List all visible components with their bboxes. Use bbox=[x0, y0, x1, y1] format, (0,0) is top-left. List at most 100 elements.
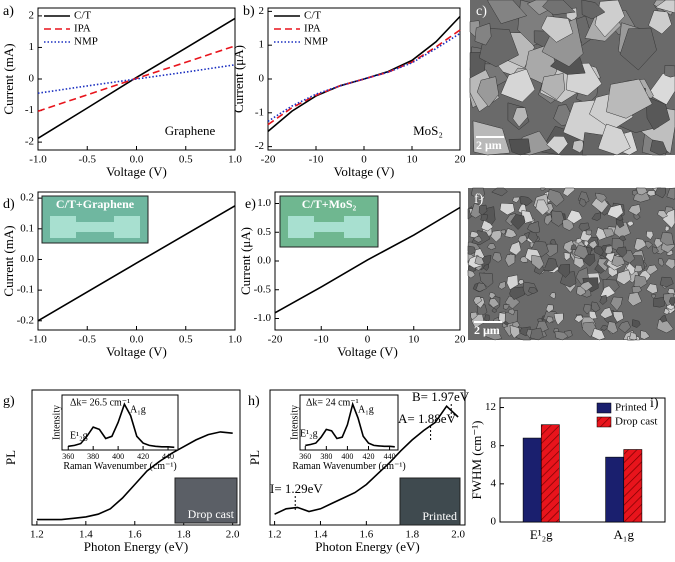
data-line bbox=[274, 206, 461, 314]
x-tick-label: 0 bbox=[361, 153, 367, 165]
sem-grain bbox=[590, 301, 601, 313]
x-axis-title: Photon Energy (eV) bbox=[84, 539, 188, 554]
x-tick-label: 1.6 bbox=[128, 528, 142, 540]
legend-label: Drop cast bbox=[615, 416, 657, 428]
inset-bg bbox=[300, 395, 398, 450]
sem-grain bbox=[649, 139, 668, 156]
sem-grain bbox=[488, 298, 500, 309]
data-line bbox=[68, 402, 175, 449]
bar bbox=[623, 449, 643, 523]
sem-grain bbox=[467, 269, 476, 279]
sem-grain bbox=[486, 243, 497, 250]
x-tick-label: 1.0 bbox=[228, 153, 242, 165]
panel-label: b) bbox=[243, 4, 255, 19]
sem-grain bbox=[527, 231, 539, 244]
x-tick-label: -1.0 bbox=[29, 333, 47, 345]
sem-grain bbox=[517, 234, 528, 245]
sem-grain bbox=[508, 138, 531, 156]
sem-grain bbox=[663, 308, 670, 315]
sem-grain bbox=[547, 188, 565, 207]
sem-grain bbox=[531, 254, 545, 270]
sem-grain bbox=[646, 190, 656, 197]
x-tick-label: 440 bbox=[384, 452, 396, 461]
legend-label: NMP bbox=[304, 36, 328, 48]
y-tick-label: 0.0 bbox=[257, 255, 271, 267]
x-tick-label: -10 bbox=[309, 153, 324, 165]
sem-grain bbox=[616, 269, 632, 285]
sem-grain bbox=[632, 189, 638, 196]
sem-grain bbox=[543, 257, 558, 272]
sem-grain bbox=[582, 253, 596, 267]
sem-grain bbox=[654, 187, 666, 199]
annotation: MoS₂ bbox=[413, 123, 443, 138]
x-tick-label: 0.5 bbox=[179, 153, 193, 165]
sem-grain bbox=[618, 320, 632, 334]
y-tick-label: 4 bbox=[491, 477, 497, 489]
y-tick-label: 0 bbox=[29, 73, 35, 85]
sem-grain bbox=[476, 76, 499, 108]
y-axis-title: Current (μA) bbox=[231, 45, 246, 113]
x-tick-label: 0.0 bbox=[130, 153, 144, 165]
sem-grain bbox=[491, 252, 503, 263]
sem-grain bbox=[482, 264, 490, 271]
plot-frame bbox=[61, 394, 179, 451]
inset-photo bbox=[399, 477, 461, 526]
sem-grain bbox=[597, 123, 631, 156]
sem-grain bbox=[535, 199, 550, 216]
panel-label: e) bbox=[245, 197, 256, 212]
x-tick-label: 1.6 bbox=[359, 528, 373, 540]
legend-label: IPA bbox=[74, 23, 91, 35]
sem-grain bbox=[470, 311, 478, 321]
sem-grain bbox=[588, 310, 598, 320]
photo-label: Printed bbox=[422, 509, 457, 523]
y-axis-title: Current (mA) bbox=[1, 225, 16, 296]
sem-grain bbox=[605, 252, 616, 263]
y-tick-label: -0.1 bbox=[17, 284, 34, 296]
sem-grain bbox=[654, 0, 675, 14]
sem-grain bbox=[566, 209, 583, 224]
y-axis-title: Current (μA) bbox=[238, 227, 253, 295]
annotation: A= 1.88eV bbox=[398, 411, 456, 426]
sem-grain bbox=[656, 319, 674, 334]
sem-grain bbox=[657, 210, 668, 219]
x-tick-label: 400 bbox=[112, 452, 124, 461]
sem-grain bbox=[488, 291, 496, 300]
sem-grain bbox=[583, 240, 589, 247]
sem-grain bbox=[529, 327, 544, 341]
sem-grain bbox=[573, 257, 585, 269]
sem-grain bbox=[644, 240, 654, 249]
sem-grain bbox=[645, 283, 658, 294]
sem-grain bbox=[506, 274, 519, 291]
sem-grain bbox=[551, 210, 565, 227]
sem-grain bbox=[594, 245, 604, 257]
data-line bbox=[267, 15, 461, 133]
y-tick-label: -1 bbox=[255, 106, 264, 118]
sem-grain bbox=[606, 204, 624, 219]
x-tick-label: -1.0 bbox=[29, 153, 47, 165]
sem-grain bbox=[659, 276, 674, 288]
scale-bar-label: 2 μm bbox=[474, 323, 500, 337]
plot-frame bbox=[499, 397, 666, 523]
sem-grain bbox=[509, 324, 521, 339]
sem-grain bbox=[595, 227, 607, 241]
x-tick-label: 1.2 bbox=[30, 528, 44, 540]
sem-grain bbox=[574, 314, 584, 323]
sem-grain bbox=[509, 286, 526, 301]
sem-grain bbox=[640, 330, 651, 340]
sem-grain bbox=[611, 255, 626, 267]
x-tick-label: 10 bbox=[408, 333, 420, 345]
sem-grain bbox=[499, 202, 515, 216]
sem-grain bbox=[504, 310, 518, 324]
sem-grain bbox=[664, 225, 670, 232]
x-axis-title: Voltage (V) bbox=[334, 164, 395, 179]
y-tick-label: -0.5 bbox=[254, 283, 272, 295]
annotation: Δk= 26.5 cm⁻¹ bbox=[70, 397, 130, 408]
sem-grain bbox=[594, 192, 607, 203]
x-tick-label: A₁g bbox=[614, 527, 635, 542]
device-channel bbox=[314, 222, 344, 232]
sem-grain bbox=[520, 195, 533, 206]
sem-grain bbox=[500, 229, 506, 235]
sem-grain bbox=[599, 307, 614, 319]
x-tick-label: 0 bbox=[365, 333, 371, 345]
x-tick-label: E¹₂g bbox=[530, 527, 553, 542]
